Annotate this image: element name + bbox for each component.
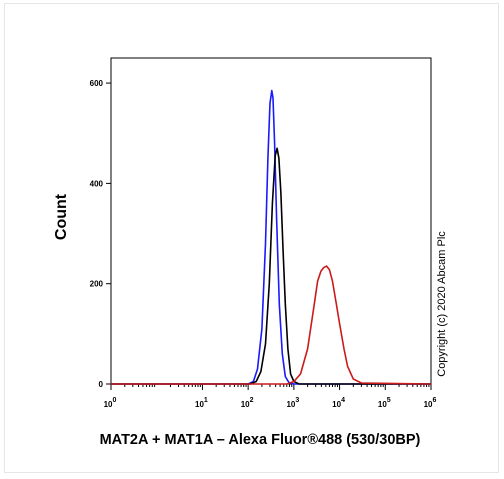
x-tick-label: 106 — [424, 397, 437, 409]
y-tick-label: 400 — [90, 179, 104, 188]
histogram-series-line — [111, 265, 432, 385]
histogram-series-line — [111, 89, 431, 385]
copyright-annotation: Copyright (c) 2020 Abcam Plc — [436, 231, 448, 377]
x-tick-label: 104 — [332, 397, 345, 409]
y-tick-label: 200 — [90, 280, 104, 289]
x-axis-label: MAT2A + MAT1A – Alexa Fluor®488 (530/30B… — [100, 432, 421, 448]
x-tick-label: 103 — [286, 397, 299, 409]
y-tick-label: 600 — [90, 79, 104, 88]
x-tick-label: 102 — [241, 397, 254, 409]
figure-frame: 0 200 400 600 100 101 102 103 104 105 106 Count MA… — [4, 3, 499, 473]
x-tick-label: 101 — [195, 397, 208, 409]
y-axis-label: Count — [53, 193, 70, 240]
x-tick-label: 100 — [104, 397, 117, 409]
histogram-series-line — [111, 147, 431, 385]
x-tick-label: 105 — [378, 397, 391, 409]
histogram-chart: 0 200 400 600 100 101 102 103 104 105 106 Count MA… — [53, 57, 448, 448]
y-tick-label: 0 — [99, 380, 104, 389]
